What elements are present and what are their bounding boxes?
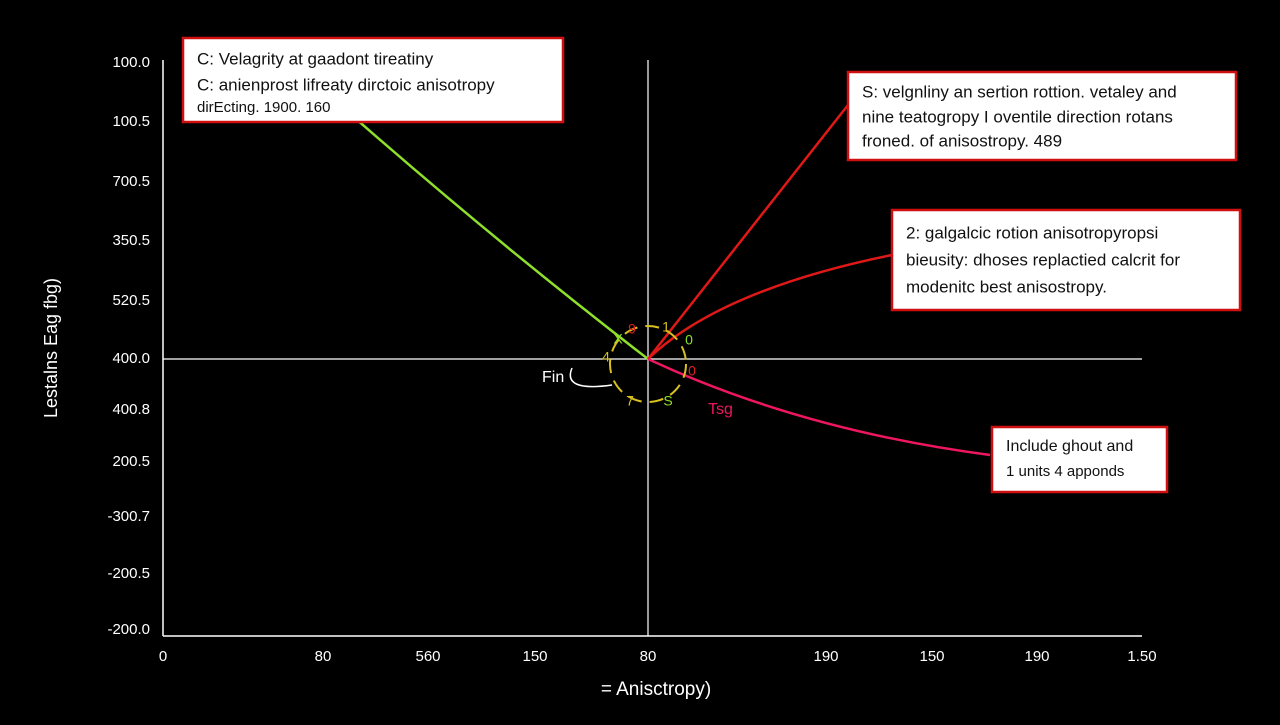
x-tick-label: 1.50 [1127,648,1156,665]
rotation-circle [609,325,687,403]
annotation-text: dirEcting. 1900. 160 [197,99,330,116]
annotation-box [990,425,1169,494]
x-tick-label: 190 [813,648,838,665]
y-tick-label: -200.5 [107,565,150,582]
annotation-text: 2: galgalcic rotion anisotropyropsi [906,223,1158,242]
annotation-text: 1 units 4 apponds [1006,463,1124,480]
x-tick-label: 0 [159,648,167,665]
y-tick-label: 200.5 [112,453,150,470]
annotation-text: C: Velagrity at gaadont tireatiny [197,49,434,68]
green-curve [354,117,649,360]
y-tick-label: 520.5 [112,292,150,309]
center-label: 1 [662,319,670,335]
center-label: X [613,331,623,347]
x-tick-label: 190 [1024,648,1049,665]
x-tick-label: 150 [919,648,944,665]
center-label: 4 [602,349,610,365]
annotation-box [890,208,1242,312]
x-tick-label: 80 [640,648,657,665]
annotation-text: bieusity: dhoses replactied calcrit for [906,250,1180,269]
y-axis-label: Lestalns Eag fbg) [41,278,61,418]
center-label: 9 [628,321,636,337]
center-label: 0 [688,363,696,379]
red-line [647,104,849,360]
annotation-text: C: anienprost lifreaty dirctoic anisotro… [197,75,495,94]
arrow [569,367,613,388]
annotation-text: Include ghout and [1006,438,1133,455]
annotation-text: S: velgnliny an sertion rottion. vetaley… [862,82,1177,101]
y-tick-label: -200.0 [107,621,150,638]
x-tick-label: 560 [415,648,440,665]
pink-curve [647,357,991,457]
y-tick-label: 400.8 [112,401,150,418]
x-tick-label: 150 [522,648,547,665]
center-label: 7 [626,393,634,409]
center-label: 0 [685,332,693,348]
annotation-text: modenitc best anisostropy. [906,277,1107,296]
y-tick-label: 400.0 [112,350,150,367]
x-axis-label: = Anisctropy) [601,679,711,700]
center-label: S [663,393,672,409]
curve-label: Fin [542,369,564,386]
y-tick-label: 350.5 [112,232,150,249]
annotation-text: froned. of anisostropy. 489 [862,131,1062,150]
y-tick-label: 100.5 [112,113,150,130]
curve-label: Tsg [708,401,733,418]
annotation-box [181,36,565,124]
y-tick-label: 100.0 [112,54,150,71]
x-tick-label: 80 [315,648,332,665]
red-curve [647,253,893,360]
y-tick-label: 700.5 [112,173,150,190]
y-tick-label: -300.7 [107,508,150,525]
annotation-text: nine teatogropy I oventile direction rot… [862,107,1173,126]
annotation-box [846,70,1238,162]
